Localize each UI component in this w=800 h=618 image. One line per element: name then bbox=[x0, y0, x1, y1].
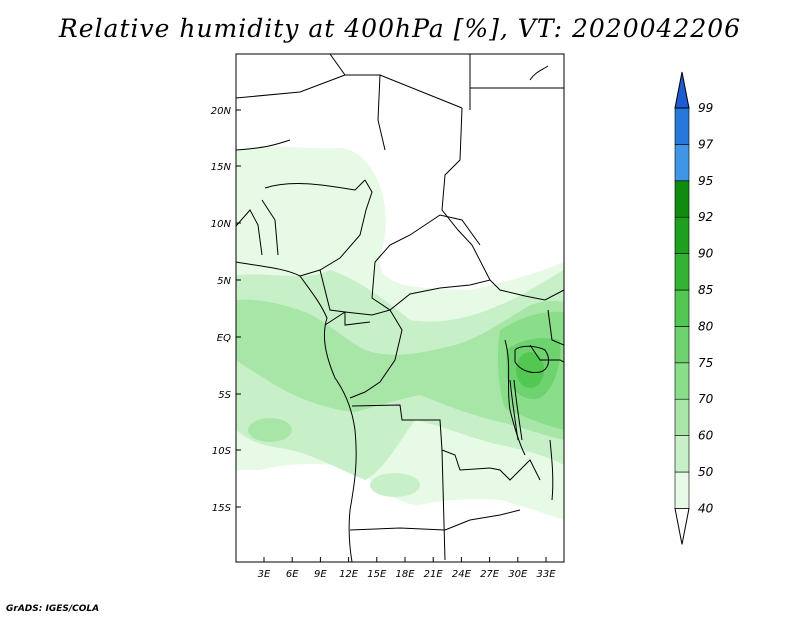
colorbar-lower-triangle bbox=[674, 507, 690, 545]
border-congo-drc bbox=[349, 309, 403, 399]
lon-label: 3E bbox=[258, 569, 271, 580]
lat-label: 10S bbox=[212, 446, 232, 457]
border-uganda-kenya bbox=[547, 309, 564, 346]
lake-tanganyika bbox=[509, 379, 523, 441]
border-chad-sudan bbox=[441, 107, 491, 281]
lake-victoria bbox=[514, 345, 550, 373]
colorbar-box bbox=[674, 144, 690, 182]
lat-label: 10N bbox=[211, 219, 232, 230]
colorbar-box bbox=[674, 435, 690, 473]
humidity-band-80 bbox=[516, 352, 544, 388]
coastline bbox=[236, 261, 357, 562]
border-zambia-south bbox=[444, 509, 521, 531]
chart-title: Relative humidity at 400hPa [%], VT: 202… bbox=[58, 14, 742, 43]
humidity-patch-south bbox=[370, 473, 420, 497]
lon-label: 15E bbox=[367, 569, 387, 580]
lon-label: 9E bbox=[314, 569, 327, 580]
colorbar-label: 50 bbox=[698, 465, 714, 479]
lon-label: 12E bbox=[339, 569, 359, 580]
humidity-shading bbox=[236, 146, 564, 520]
lon-label: 33E bbox=[536, 569, 556, 580]
lon-label: 6E bbox=[286, 569, 299, 580]
border-angola-zambia bbox=[441, 449, 446, 561]
colorbar-label: 92 bbox=[698, 210, 713, 224]
border-car-drc bbox=[371, 261, 526, 311]
colorbar-upper-triangle bbox=[674, 71, 690, 109]
colorbar-label: 75 bbox=[698, 356, 713, 370]
lon-label: 18E bbox=[395, 569, 415, 580]
colorbar-label: 85 bbox=[698, 283, 713, 297]
border-niger-chad-north bbox=[329, 54, 386, 151]
lat-label: 15N bbox=[211, 162, 232, 173]
colorbar-box bbox=[674, 107, 690, 145]
humidity-band-60 bbox=[236, 299, 564, 440]
humidity-patch-west bbox=[248, 418, 292, 442]
border-drc-angola bbox=[351, 404, 491, 471]
border-south-sudan-uganda bbox=[524, 289, 564, 301]
border-west-africa-1 bbox=[236, 209, 263, 256]
border-algeria-mali bbox=[236, 74, 346, 99]
border-gabon bbox=[324, 311, 371, 326]
colorbar-box bbox=[674, 471, 690, 509]
border-west-africa-2 bbox=[261, 199, 279, 256]
border-mali-niger bbox=[236, 139, 291, 151]
country-boundaries bbox=[236, 54, 564, 562]
lat-label: 20N bbox=[211, 106, 232, 117]
colorbar-box bbox=[674, 216, 690, 254]
colorbar-label: 70 bbox=[698, 392, 714, 406]
lake-malawi bbox=[549, 439, 554, 501]
colorbar: 40 50 60 70 75 80 85 90 92 95 97 99 bbox=[674, 71, 714, 545]
lat-label: 5N bbox=[217, 276, 231, 287]
border-libya-chad bbox=[379, 74, 463, 109]
credit-text: GrADS: IGES/COLA bbox=[6, 604, 100, 614]
border-niger-nigeria bbox=[264, 179, 366, 191]
lon-label: 21E bbox=[424, 569, 444, 580]
colorbar-box bbox=[674, 398, 690, 436]
border-drc-zambia bbox=[489, 459, 541, 481]
lat-label: 15S bbox=[212, 503, 232, 514]
lake-nasser bbox=[529, 65, 549, 81]
colorbar-box bbox=[674, 253, 690, 291]
colorbar-label: 90 bbox=[698, 247, 714, 261]
map-frame bbox=[235, 53, 565, 563]
border-great-rift-east bbox=[529, 344, 564, 363]
colorbar-label: 80 bbox=[698, 319, 714, 333]
lat-label: 5S bbox=[218, 390, 231, 401]
colorbar-label: 99 bbox=[698, 101, 713, 115]
colorbar-box bbox=[674, 326, 690, 364]
lon-label: 24E bbox=[452, 569, 472, 580]
lon-label: 27E bbox=[480, 569, 500, 580]
colorbar-label: 97 bbox=[698, 137, 714, 151]
colorbar-label: 95 bbox=[698, 174, 713, 188]
lat-label: EQ bbox=[217, 333, 231, 344]
colorbar-box bbox=[674, 289, 690, 327]
axis-labels: 20N 15N 10N 5N EQ 5S 10S 15S 3E 6E 9E 12E 15E 18E 21E 2… bbox=[211, 106, 556, 580]
lon-label: 30E bbox=[508, 569, 528, 580]
colorbar-label: 60 bbox=[698, 429, 714, 443]
colorbar-label: 40 bbox=[698, 501, 714, 515]
colorbar-box bbox=[674, 362, 690, 400]
border-chad-car bbox=[374, 214, 481, 263]
colorbar-box bbox=[674, 180, 690, 218]
border-great-rift-west bbox=[504, 339, 526, 456]
border-angola-namibia bbox=[349, 527, 446, 531]
